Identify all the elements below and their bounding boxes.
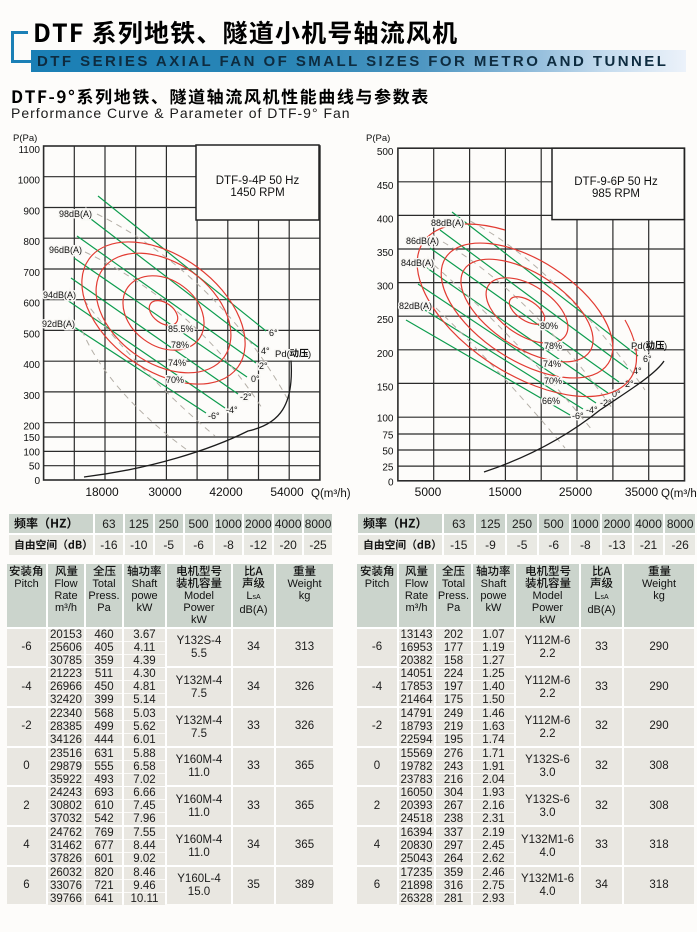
svg-text:1100: 1100	[18, 145, 40, 156]
svg-text:Pd(: Pd(	[631, 341, 647, 352]
svg-text:25: 25	[382, 463, 394, 474]
svg-text:50: 50	[29, 462, 41, 473]
svg-text:DTF-9-4P 50 Hz: DTF-9-4P 50 Hz	[216, 175, 300, 187]
svg-text:-6°: -6°	[208, 411, 220, 421]
svg-text:DTF-9-6P 50 Hz: DTF-9-6P 50 Hz	[574, 176, 658, 188]
svg-text:P(Pa): P(Pa)	[366, 133, 390, 144]
svg-text:78%: 78%	[544, 341, 562, 351]
svg-text:74%: 74%	[543, 359, 561, 369]
svg-text:0°: 0°	[251, 374, 260, 384]
svg-text:70%: 70%	[166, 375, 184, 385]
svg-text:Pd(: Pd(	[275, 349, 291, 360]
svg-text:700: 700	[23, 268, 40, 279]
svg-text:P(Pa): P(Pa)	[13, 133, 37, 144]
svg-text:94dB(A): 94dB(A)	[43, 290, 76, 300]
svg-text:450: 450	[377, 181, 394, 192]
svg-text:92dB(A): 92dB(A)	[42, 319, 75, 329]
svg-text:100: 100	[23, 447, 40, 458]
svg-text:100: 100	[377, 414, 394, 425]
svg-text:96dB(A): 96dB(A)	[49, 245, 82, 255]
svg-text:50: 50	[382, 447, 394, 458]
svg-text:4°: 4°	[633, 366, 642, 376]
svg-text:Q(m³/h): Q(m³/h)	[661, 488, 697, 500]
svg-text:54000: 54000	[270, 485, 304, 499]
svg-text:78%: 78%	[171, 340, 189, 350]
svg-text:Q(m³/h): Q(m³/h)	[311, 488, 351, 500]
svg-text:1450 RPM: 1450 RPM	[230, 187, 284, 199]
svg-text:400: 400	[377, 214, 394, 225]
svg-text:6°: 6°	[269, 328, 278, 338]
svg-text:5000: 5000	[415, 485, 442, 499]
svg-text:6°: 6°	[643, 354, 652, 364]
svg-text:-4°: -4°	[226, 405, 238, 415]
svg-text:200: 200	[377, 349, 394, 360]
svg-text:900: 900	[23, 207, 40, 218]
svg-text:4°: 4°	[261, 346, 270, 356]
svg-text:18000: 18000	[85, 485, 119, 499]
svg-text:350: 350	[377, 248, 394, 259]
svg-text:74%: 74%	[168, 358, 186, 368]
svg-text:): )	[308, 349, 311, 360]
svg-text:98dB(A): 98dB(A)	[59, 209, 92, 219]
svg-text:82dB(A): 82dB(A)	[399, 301, 432, 311]
svg-text:-2°: -2°	[600, 398, 612, 408]
svg-text:2°: 2°	[259, 361, 268, 371]
svg-text:300: 300	[23, 391, 40, 402]
svg-text:600: 600	[23, 299, 40, 310]
svg-text:15000: 15000	[488, 485, 522, 499]
svg-text:0: 0	[34, 476, 40, 487]
svg-text:70%: 70%	[544, 376, 562, 386]
svg-text:300: 300	[377, 282, 394, 293]
svg-text:84dB(A): 84dB(A)	[401, 258, 434, 268]
svg-text:150: 150	[377, 382, 394, 393]
svg-text:75: 75	[382, 431, 394, 442]
svg-text:85.5%: 85.5%	[168, 324, 194, 334]
svg-text:400: 400	[23, 360, 40, 371]
svg-text:25000: 25000	[559, 485, 593, 499]
svg-text:88dB(A): 88dB(A)	[431, 218, 464, 228]
svg-text:985 RPM: 985 RPM	[592, 188, 640, 200]
svg-text:500: 500	[23, 329, 40, 340]
svg-text:250: 250	[377, 315, 394, 326]
svg-text:-2°: -2°	[240, 392, 252, 402]
svg-text:66%: 66%	[542, 396, 560, 406]
svg-text:86dB(A): 86dB(A)	[406, 236, 439, 246]
svg-text:): )	[664, 341, 667, 352]
svg-text:35000: 35000	[625, 485, 659, 499]
svg-text:200: 200	[23, 422, 40, 433]
svg-text:30000: 30000	[148, 485, 182, 499]
svg-text:0: 0	[388, 477, 394, 488]
svg-text:2°: 2°	[625, 379, 634, 389]
svg-text:150: 150	[23, 433, 40, 444]
svg-text:1000: 1000	[18, 176, 41, 187]
svg-text:800: 800	[23, 237, 40, 248]
svg-text:42000: 42000	[209, 485, 243, 499]
svg-text:-6°: -6°	[572, 411, 584, 421]
svg-text:80%: 80%	[540, 321, 558, 331]
svg-text:500: 500	[377, 147, 394, 158]
